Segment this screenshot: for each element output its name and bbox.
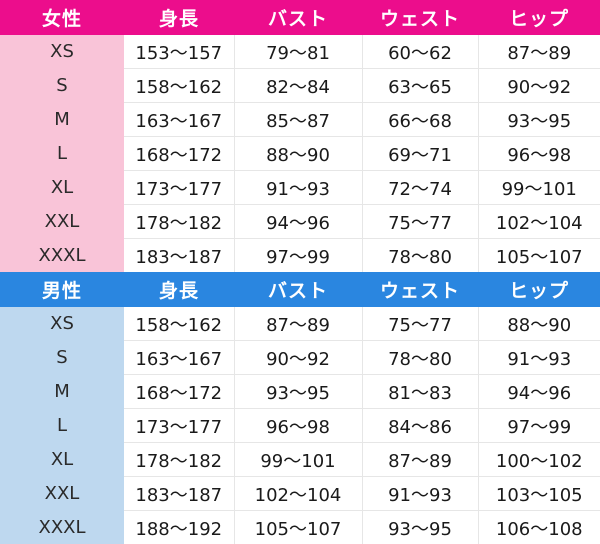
female-header-size: 女性 — [0, 0, 124, 35]
female-header-row: 女性 身長 バスト ウェスト ヒップ — [0, 0, 600, 35]
bust-value: 82〜84 — [234, 69, 362, 103]
hip-value: 97〜99 — [478, 409, 600, 443]
male-header-size: 男性 — [0, 272, 124, 307]
waist-value: 60〜62 — [362, 35, 478, 69]
height-value: 183〜187 — [124, 477, 234, 511]
table-row: M 163〜167 85〜87 66〜68 93〜95 — [0, 103, 600, 137]
male-header-row: 男性 身長 バスト ウェスト ヒップ — [0, 272, 600, 307]
waist-value: 91〜93 — [362, 477, 478, 511]
table-row: XXXL 183〜187 97〜99 78〜80 105〜107 — [0, 239, 600, 273]
bust-value: 79〜81 — [234, 35, 362, 69]
waist-value: 78〜80 — [362, 341, 478, 375]
hip-value: 91〜93 — [478, 341, 600, 375]
waist-value: 81〜83 — [362, 375, 478, 409]
table-row: XL 178〜182 99〜101 87〜89 100〜102 — [0, 443, 600, 477]
size-label: XXL — [0, 477, 124, 511]
height-value: 163〜167 — [124, 341, 234, 375]
waist-value: 84〜86 — [362, 409, 478, 443]
height-value: 153〜157 — [124, 35, 234, 69]
size-label: L — [0, 137, 124, 171]
hip-value: 103〜105 — [478, 477, 600, 511]
size-label: XXXL — [0, 511, 124, 544]
height-value: 188〜192 — [124, 511, 234, 544]
bust-value: 97〜99 — [234, 239, 362, 273]
hip-value: 96〜98 — [478, 137, 600, 171]
hip-value: 105〜107 — [478, 239, 600, 273]
hip-value: 106〜108 — [478, 511, 600, 544]
table-row: S 163〜167 90〜92 78〜80 91〜93 — [0, 341, 600, 375]
size-label: M — [0, 375, 124, 409]
table-row: S 158〜162 82〜84 63〜65 90〜92 — [0, 69, 600, 103]
height-value: 178〜182 — [124, 205, 234, 239]
male-header-bust: バスト — [234, 272, 362, 307]
waist-value: 69〜71 — [362, 137, 478, 171]
table-row: XXL 178〜182 94〜96 75〜77 102〜104 — [0, 205, 600, 239]
hip-value: 102〜104 — [478, 205, 600, 239]
size-label: S — [0, 69, 124, 103]
hip-value: 88〜90 — [478, 307, 600, 341]
hip-value: 99〜101 — [478, 171, 600, 205]
height-value: 183〜187 — [124, 239, 234, 273]
height-value: 158〜162 — [124, 307, 234, 341]
waist-value: 66〜68 — [362, 103, 478, 137]
waist-value: 63〜65 — [362, 69, 478, 103]
male-header-hip: ヒップ — [478, 272, 600, 307]
height-value: 178〜182 — [124, 443, 234, 477]
female-header-height: 身長 — [124, 0, 234, 35]
table-row: L 168〜172 88〜90 69〜71 96〜98 — [0, 137, 600, 171]
bust-value: 90〜92 — [234, 341, 362, 375]
height-value: 173〜177 — [124, 171, 234, 205]
female-size-table: 女性 身長 バスト ウェスト ヒップ XS 153〜157 79〜81 60〜6… — [0, 0, 600, 272]
table-row: XXXL 188〜192 105〜107 93〜95 106〜108 — [0, 511, 600, 544]
bust-value: 99〜101 — [234, 443, 362, 477]
female-header-waist: ウェスト — [362, 0, 478, 35]
male-header-waist: ウェスト — [362, 272, 478, 307]
size-label: XL — [0, 171, 124, 205]
bust-value: 87〜89 — [234, 307, 362, 341]
height-value: 168〜172 — [124, 375, 234, 409]
bust-value: 93〜95 — [234, 375, 362, 409]
table-row: XL 173〜177 91〜93 72〜74 99〜101 — [0, 171, 600, 205]
waist-value: 75〜77 — [362, 205, 478, 239]
bust-value: 88〜90 — [234, 137, 362, 171]
size-label: M — [0, 103, 124, 137]
table-row: XXL 183〜187 102〜104 91〜93 103〜105 — [0, 477, 600, 511]
bust-value: 85〜87 — [234, 103, 362, 137]
hip-value: 94〜96 — [478, 375, 600, 409]
female-header-hip: ヒップ — [478, 0, 600, 35]
male-size-table: 男性 身長 バスト ウェスト ヒップ XS 158〜162 87〜89 75〜7… — [0, 272, 600, 544]
height-value: 158〜162 — [124, 69, 234, 103]
waist-value: 87〜89 — [362, 443, 478, 477]
waist-value: 75〜77 — [362, 307, 478, 341]
bust-value: 102〜104 — [234, 477, 362, 511]
waist-value: 72〜74 — [362, 171, 478, 205]
bust-value: 94〜96 — [234, 205, 362, 239]
height-value: 173〜177 — [124, 409, 234, 443]
height-value: 168〜172 — [124, 137, 234, 171]
size-label: XS — [0, 35, 124, 69]
waist-value: 93〜95 — [362, 511, 478, 544]
table-row: XS 153〜157 79〜81 60〜62 87〜89 — [0, 35, 600, 69]
height-value: 163〜167 — [124, 103, 234, 137]
table-row: M 168〜172 93〜95 81〜83 94〜96 — [0, 375, 600, 409]
hip-value: 93〜95 — [478, 103, 600, 137]
size-label: XXL — [0, 205, 124, 239]
waist-value: 78〜80 — [362, 239, 478, 273]
table-row: XS 158〜162 87〜89 75〜77 88〜90 — [0, 307, 600, 341]
bust-value: 91〜93 — [234, 171, 362, 205]
size-chart: 女性 身長 バスト ウェスト ヒップ XS 153〜157 79〜81 60〜6… — [0, 0, 600, 520]
size-label: XXXL — [0, 239, 124, 273]
table-row: L 173〜177 96〜98 84〜86 97〜99 — [0, 409, 600, 443]
hip-value: 100〜102 — [478, 443, 600, 477]
hip-value: 87〜89 — [478, 35, 600, 69]
size-label: XS — [0, 307, 124, 341]
size-label: S — [0, 341, 124, 375]
female-header-bust: バスト — [234, 0, 362, 35]
male-header-height: 身長 — [124, 272, 234, 307]
size-label: L — [0, 409, 124, 443]
size-label: XL — [0, 443, 124, 477]
bust-value: 105〜107 — [234, 511, 362, 544]
hip-value: 90〜92 — [478, 69, 600, 103]
bust-value: 96〜98 — [234, 409, 362, 443]
